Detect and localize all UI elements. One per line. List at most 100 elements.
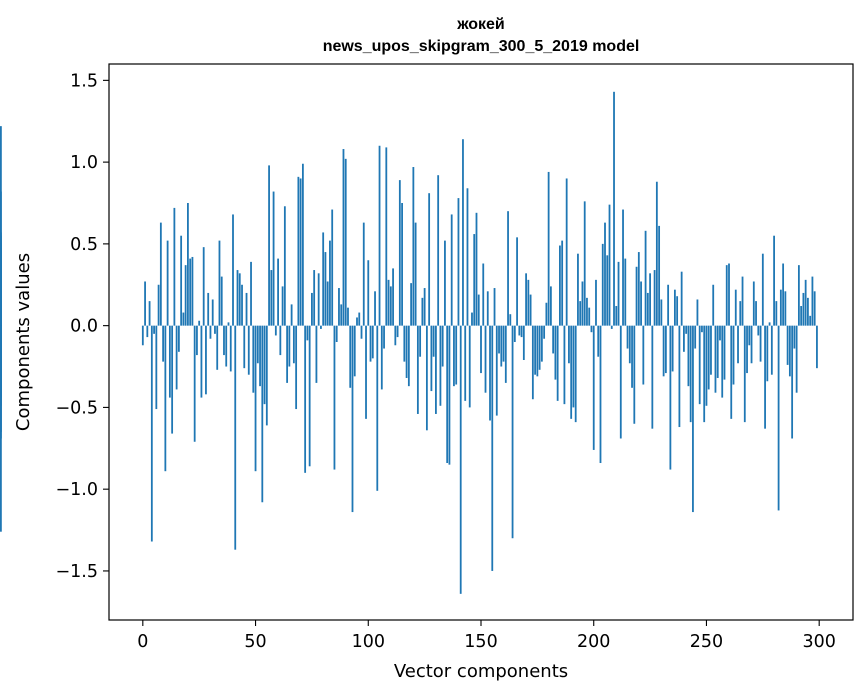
bar (502, 325, 505, 362)
bar (631, 325, 633, 388)
bar (401, 203, 403, 326)
bar (324, 252, 327, 326)
bar (791, 325, 794, 439)
bar (288, 325, 291, 367)
bar (619, 325, 622, 439)
bar (635, 266, 638, 326)
bar (599, 325, 602, 464)
bar (439, 325, 442, 406)
bar (333, 325, 336, 470)
bar (480, 325, 482, 374)
x-tick-label: 0 (137, 632, 148, 652)
bar (155, 325, 158, 410)
bar (238, 273, 241, 326)
bar (471, 312, 473, 326)
bar (802, 292, 805, 326)
bar (351, 325, 354, 513)
bar (511, 325, 514, 539)
bar (358, 312, 361, 326)
bar (556, 325, 559, 401)
bar (644, 230, 647, 326)
bar (739, 301, 742, 326)
bar (322, 232, 325, 326)
bar (788, 325, 791, 377)
bar (347, 307, 349, 326)
bar (353, 325, 356, 377)
bar (394, 325, 397, 346)
bar (297, 176, 300, 326)
bar (649, 273, 651, 326)
y-tick-label: −1.5 (56, 562, 99, 582)
bar (216, 325, 219, 370)
bar (547, 171, 550, 326)
bar (689, 325, 692, 423)
bar (601, 243, 604, 326)
bar (0, 325, 2, 387)
y-tick-label: 1.0 (70, 153, 98, 173)
bar (441, 325, 444, 367)
bar (552, 325, 555, 354)
bar (703, 325, 706, 423)
bar (768, 322, 771, 326)
bar (678, 325, 681, 428)
bar (292, 325, 295, 364)
bar (376, 325, 379, 491)
bar (473, 234, 476, 326)
bar (624, 258, 627, 326)
bar (313, 270, 316, 326)
bar (407, 325, 410, 387)
bar (522, 325, 525, 360)
bar (225, 325, 228, 367)
bar (660, 299, 663, 326)
bar (705, 325, 708, 406)
bar (748, 325, 751, 346)
bar (779, 289, 782, 326)
bar (349, 325, 352, 388)
bar (732, 325, 735, 385)
bar (177, 325, 180, 352)
bar (734, 289, 737, 326)
bar (615, 306, 618, 326)
bar (229, 325, 232, 372)
bar (295, 325, 298, 410)
bar (759, 325, 762, 362)
bar (166, 240, 169, 326)
bar (667, 284, 670, 326)
bar (728, 263, 730, 326)
bar (531, 325, 534, 400)
bar (714, 325, 717, 393)
bar (286, 325, 289, 383)
bar (721, 325, 724, 398)
bar (268, 165, 270, 326)
bar (516, 237, 518, 326)
bar (655, 181, 658, 326)
bar (696, 299, 699, 326)
bar (786, 325, 789, 365)
bar (543, 325, 546, 339)
bar (811, 276, 814, 326)
x-axis-label: Vector components (394, 661, 568, 682)
bar (495, 325, 498, 416)
bar (162, 325, 165, 362)
bar (592, 325, 595, 450)
bar (746, 325, 748, 374)
bar (175, 325, 178, 390)
x-tick-label: 300 (802, 632, 835, 652)
bar (338, 288, 340, 326)
bar (306, 325, 309, 341)
bar (191, 256, 194, 326)
bar (259, 325, 261, 387)
bar (577, 253, 579, 326)
bar (813, 291, 816, 326)
bar (683, 325, 685, 352)
bar (462, 139, 464, 326)
bar (685, 325, 688, 334)
bar (755, 301, 757, 326)
bar (586, 297, 588, 326)
bar (707, 325, 710, 390)
bar (392, 268, 394, 326)
bar (277, 258, 279, 326)
bar (680, 271, 683, 326)
bar (236, 270, 239, 326)
bar (398, 180, 401, 326)
